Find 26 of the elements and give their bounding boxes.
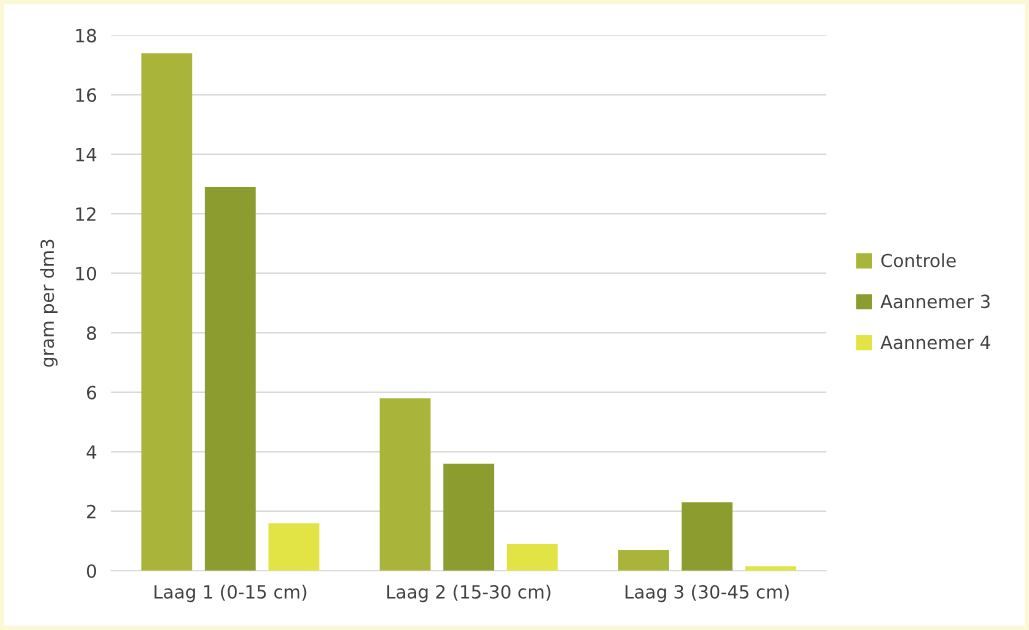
bar [506,544,558,571]
bar [268,523,320,571]
y-axis-title: gram per dm3 [40,239,58,367]
bar [141,53,193,571]
bar [379,398,431,571]
legend-label: Controle [881,253,956,268]
bar [618,549,669,571]
y-tick-label: 12 [76,207,96,221]
y-tick-label: 0 [86,564,97,578]
bar [204,187,256,571]
y-tick-label: 4 [86,445,97,459]
bar [443,463,495,571]
y-tick-label: 16 [76,88,97,102]
y-tick-label: 10 [76,266,97,281]
y-tick-label: 6 [87,385,97,400]
y-tick-label: 14 [76,147,97,162]
bar [745,566,797,571]
x-tick-label: Laag 2 (15-30 cm) [387,584,551,603]
legend-label: Aannemer 3 [880,294,990,309]
y-tick-label: 2 [87,504,96,519]
x-tick-label: Laag 1 (0-15 cm) [154,584,307,603]
y-tick-label: 8 [86,326,97,340]
x-tick-label: Laag 3 (30-45 cm) [625,584,789,603]
y-tick-label: 18 [76,28,97,43]
bar [681,502,733,571]
legend-label: Aannemer 4 [880,335,991,350]
